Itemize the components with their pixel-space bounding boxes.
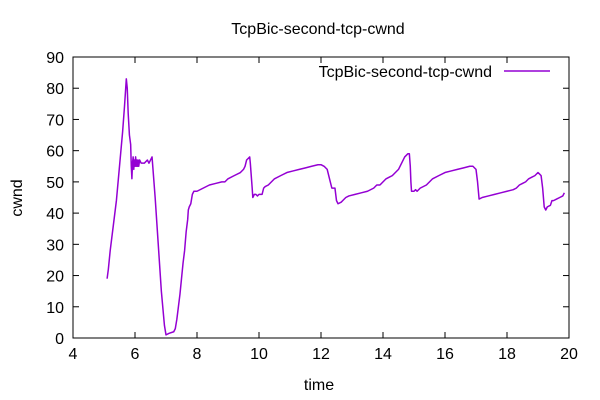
x-axis-label: time <box>304 377 334 394</box>
x-tick-label: 10 <box>250 346 268 363</box>
x-tick-label: 18 <box>498 346 516 363</box>
y-tick-label: 60 <box>46 144 64 161</box>
y-tick-label: 90 <box>46 50 64 67</box>
y-tick-label: 20 <box>46 269 64 286</box>
x-tick-label: 4 <box>69 346 78 363</box>
series-line-tcpbic-second-tcp-cwnd <box>106 78 566 336</box>
x-tick-label: 12 <box>312 346 330 363</box>
y-axis-ticks: 0 10 20 30 40 50 60 70 80 90 <box>46 50 569 348</box>
y-tick-label: 80 <box>46 81 64 98</box>
chart-title: TcpBic-second-tcp-cwnd <box>231 21 404 38</box>
legend: TcpBic-second-tcp-cwnd <box>319 64 550 81</box>
x-tick-label: 8 <box>193 346 202 363</box>
plot-frame <box>72 56 570 339</box>
y-tick-label: 70 <box>46 112 64 129</box>
y-tick-label: 50 <box>46 175 64 192</box>
y-tick-label: 30 <box>46 237 64 254</box>
y-tick-label: 10 <box>46 300 64 317</box>
x-tick-label: 20 <box>560 346 578 363</box>
x-axis-ticks: 4 6 8 10 12 14 16 18 20 <box>69 57 578 363</box>
y-tick-label: 0 <box>55 331 64 348</box>
x-tick-label: 16 <box>436 346 454 363</box>
x-tick-label: 6 <box>131 346 140 363</box>
y-tick-label: 40 <box>46 206 64 223</box>
legend-entry-label: TcpBic-second-tcp-cwnd <box>319 64 492 81</box>
y-axis-label: cwnd <box>9 179 26 216</box>
x-tick-label: 14 <box>374 346 392 363</box>
